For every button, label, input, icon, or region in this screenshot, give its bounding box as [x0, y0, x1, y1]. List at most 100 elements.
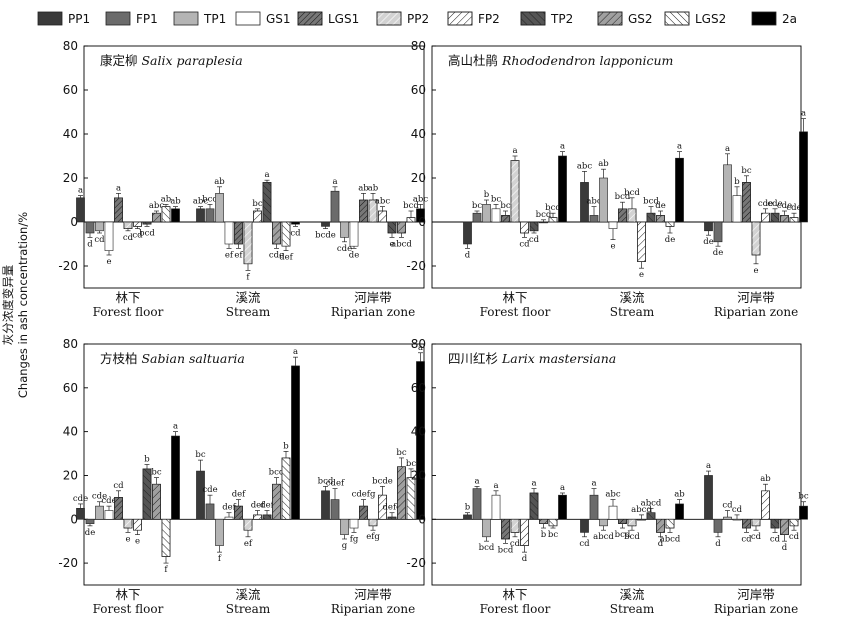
significance-letter: cd — [94, 235, 105, 245]
bar-hatch — [378, 210, 387, 223]
bar-hatch — [262, 182, 272, 223]
bar-hatch — [742, 518, 751, 529]
group-label-en: Stream — [226, 602, 271, 616]
significance-letter: b — [465, 503, 471, 513]
significance-letter: e — [753, 266, 758, 276]
significance-letter: ef — [225, 250, 234, 260]
bar-hatch — [152, 483, 161, 520]
legend-swatch-hatch — [297, 11, 323, 26]
significance-letter: bcd — [615, 192, 631, 202]
significance-letter: bc — [548, 530, 558, 540]
bar-fp1 — [205, 503, 215, 520]
significance-letter: abc — [193, 197, 209, 207]
panel-title: 康定柳 Salix paraplesia — [100, 53, 243, 68]
significance-letter: a — [116, 183, 121, 193]
y-tick-label: 0 — [70, 215, 78, 229]
bar-hatch — [742, 182, 751, 223]
bar-pp1 — [463, 221, 472, 245]
bar-fp1 — [713, 221, 723, 243]
bar-tp1 — [340, 518, 349, 535]
significance-letter: a — [264, 170, 269, 180]
y-tick-label: 20 — [411, 171, 426, 185]
y-tick-label: 40 — [63, 127, 78, 141]
bar-pp1 — [321, 490, 330, 520]
bar-hatch — [780, 518, 789, 535]
legend-label: TP1 — [203, 12, 226, 26]
bar-fp1 — [589, 494, 599, 520]
bar-hatch — [789, 518, 799, 527]
bar-hatch — [281, 457, 291, 520]
significance-letter: a — [531, 479, 536, 489]
significance-letter: ab — [161, 194, 172, 204]
y-tick-label: 80 — [63, 337, 78, 351]
significance-letter: e — [639, 270, 644, 280]
legend-item-lgs1: LGS1 — [297, 11, 359, 26]
significance-letter: bc — [151, 468, 161, 478]
significance-letter: e — [610, 242, 615, 252]
bar-fp1 — [330, 190, 340, 223]
group-label-zh: 林下 — [115, 587, 140, 602]
group-label-en: Forest floor — [480, 305, 551, 319]
bar-hatch — [123, 518, 133, 529]
group-label-zh: 河岸带 — [737, 587, 775, 602]
legend-swatch — [105, 11, 131, 26]
bar-hatch — [501, 215, 510, 223]
significance-letter: f — [164, 565, 168, 575]
significance-letter: a — [78, 186, 83, 196]
bar-hatch — [789, 217, 799, 223]
significance-letter: abc — [605, 490, 621, 500]
bar-hatch — [646, 212, 656, 223]
significance-letter: abcd — [631, 505, 652, 515]
legend-swatch-hatch — [520, 11, 546, 26]
group-label-en: Riparian zone — [331, 305, 415, 319]
significance-letter: cd — [132, 231, 143, 241]
significance-letter: cde — [202, 485, 217, 495]
panel-title: 高山杜鹃 Rhododendron lapponicum — [448, 53, 673, 68]
bar-hatch — [406, 217, 416, 223]
significance-letter: bc — [252, 199, 262, 209]
significance-letter: a — [293, 347, 298, 357]
bar-hatch — [234, 505, 243, 520]
significance-letter: cd — [770, 534, 781, 544]
bar-hatch — [656, 215, 665, 223]
y-tick-label: 60 — [63, 83, 78, 97]
bar-hatch — [761, 212, 770, 223]
significance-letter: b — [734, 177, 740, 187]
bar-hatch — [114, 497, 123, 520]
bar-hatch — [133, 221, 142, 227]
panel-title-zh: 康定柳 — [100, 53, 141, 68]
bar-hatch — [665, 518, 675, 529]
significance-letter: bcd — [318, 476, 334, 486]
bar-tp1 — [482, 518, 491, 538]
bar-pp1 — [76, 508, 85, 520]
significance-letter: e — [135, 537, 140, 547]
bar-gs1 — [608, 221, 618, 229]
legend-item-pp2: PP2 — [376, 11, 429, 26]
legend-label: 2a — [782, 12, 797, 26]
significance-letter: bcd — [403, 201, 419, 211]
bar-hatch — [751, 221, 761, 256]
significance-letter: cd — [510, 539, 521, 549]
bar-2a — [799, 131, 808, 223]
bar-pp1 — [580, 518, 589, 533]
bar-tp1 — [95, 221, 104, 232]
bar-tp1 — [599, 177, 608, 223]
y-tick-label: -20 — [58, 556, 78, 570]
significance-letter: bcd — [202, 194, 218, 204]
bar-hatch — [780, 215, 789, 223]
significance-letter: efg — [366, 532, 380, 542]
bar-hatch — [770, 212, 780, 223]
bar-tp1 — [723, 164, 732, 223]
y-tick-label: 0 — [418, 215, 426, 229]
group-label-en: Riparian zone — [331, 602, 415, 616]
bar-2a — [675, 157, 684, 223]
significance-letter: cde — [337, 244, 352, 254]
significance-letter: cde — [101, 496, 116, 506]
significance-letter: ab — [170, 197, 181, 207]
group-label-zh: 河岸带 — [737, 290, 775, 305]
significance-letter: a — [332, 177, 337, 187]
significance-letter: f — [246, 272, 250, 282]
bar-hatch — [161, 518, 171, 557]
legend: PP1 FP1 TP1 GS1 LGS1 PP2 FP2 TP2 GS2 LGS2 2a — [37, 11, 797, 26]
significance-letter: def — [279, 253, 293, 263]
